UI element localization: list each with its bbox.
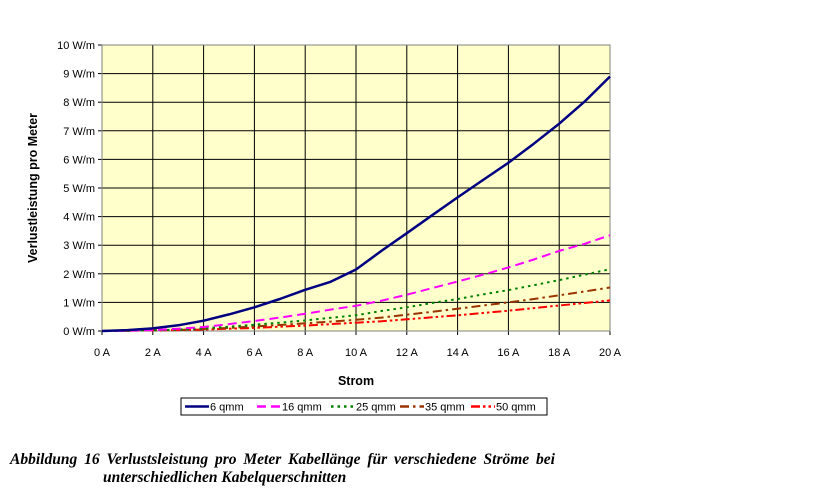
line-chart: 0 W/m 1 W/m 2 W/m 3 W/m 4 W/m 5 W/m 6 W/m 7 W/m… [26,40,622,416]
x-tick-label: 10 A [345,347,368,359]
legend-label: 6 qmm [210,402,244,414]
series-line-16-qmm [101,234,611,332]
series-lines [101,75,611,333]
series-line-50-qmm [101,299,611,332]
y-axis-label: Verlustleistung pro Meter [26,113,40,263]
x-tick-labels: 0 A 2 A 4 A 6 A 8 A 10 A 12 A 14 A 16 A 18 A 20 A [94,347,622,359]
y-tick-label: 2 W/m [63,269,95,281]
x-tick-label: 2 A [145,347,162,359]
legend: 6 qmm 16 qmm 25 qmm 35 qmm 50 qmm [180,397,548,416]
x-tick-label: 6 A [246,347,263,359]
legend-label: 35 qmm [425,402,465,414]
x-axis-label: Strom [338,374,374,388]
x-tick-label: 12 A [396,347,419,359]
legend-box [180,397,548,416]
y-tick-label: 1 W/m [63,297,95,309]
x-tick-label: 20 A [599,347,622,359]
y-tick-label: 6 W/m [63,154,95,166]
y-tick-label: 7 W/m [63,126,95,138]
y-tick-label: 9 W/m [63,69,95,81]
legend-label: 16 qmm [282,402,322,414]
x-tick-label: 14 A [447,347,470,359]
x-tick-label: 16 A [497,347,520,359]
x-tick-label: 8 A [297,347,314,359]
caption-line-1: Abbildung 16 Verlustsleistung pro Meter … [10,451,555,468]
y-tick-label: 5 W/m [63,183,95,195]
figure-caption: Abbildung 16 Verlustsleistung pro Meter … [10,451,830,487]
y-tick-label: 4 W/m [63,212,95,224]
legend-label: 25 qmm [356,402,396,414]
x-tick-label: 4 A [196,347,213,359]
plot-border [101,44,611,332]
series-line-25-qmm [101,268,611,332]
x-tick-label: 0 A [94,347,111,359]
y-tick-label: 0 W/m [63,326,95,338]
legend-label: 50 qmm [496,402,536,414]
series-line-6-qmm [101,75,611,333]
y-tick-label: 8 W/m [63,97,95,109]
x-tick-label: 18 A [548,347,571,359]
caption-line-2: unterschiedlichen Kabelquerschnitten [103,469,347,486]
y-tick-label: 10 W/m [57,40,95,52]
y-tick-labels: 0 W/m 1 W/m 2 W/m 3 W/m 4 W/m 5 W/m 6 W/m 7 W/m… [57,40,95,338]
y-tick-label: 3 W/m [63,240,95,252]
